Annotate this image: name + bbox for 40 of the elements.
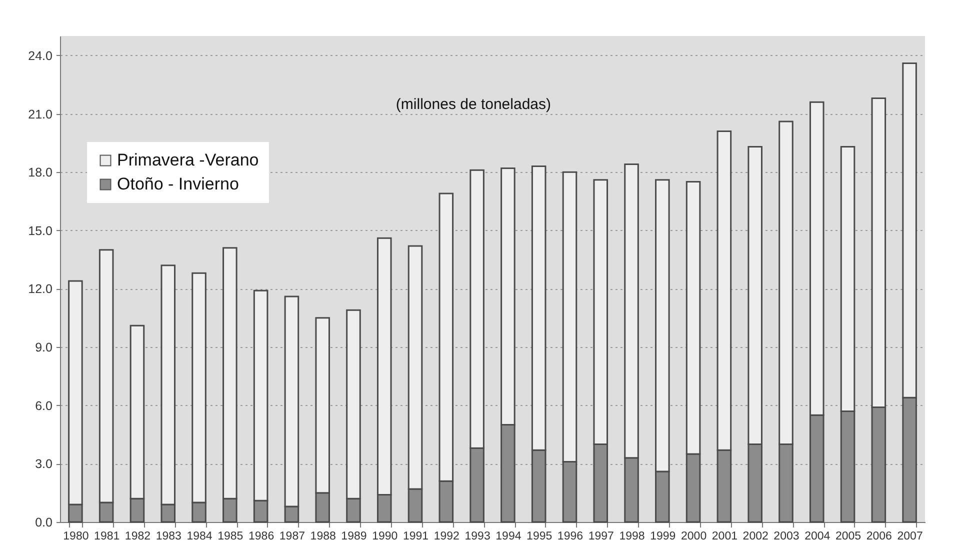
- x-tick-label: 1985: [218, 530, 244, 542]
- x-tick-label: 2006: [866, 530, 892, 542]
- x-tick-label: 1998: [619, 530, 645, 542]
- x-tick-label: 1993: [464, 530, 490, 542]
- y-tick-label: 9.0: [35, 340, 53, 355]
- y-tick-label: 0.0: [35, 516, 53, 530]
- x-tick-label: 2004: [804, 530, 831, 542]
- y-tick-label: 12.0: [28, 282, 53, 296]
- x-tick-label: 2007: [897, 530, 923, 542]
- x-tick-label: 2001: [712, 530, 738, 542]
- x-tick-label: 2000: [681, 530, 707, 542]
- x-tick-label: 1997: [588, 530, 614, 542]
- x-tick-label: 1991: [402, 530, 429, 542]
- x-tick-label: 1984: [186, 530, 213, 542]
- annotation: (millones de toneladas): [396, 96, 552, 113]
- y-tick-label: 3.0: [35, 457, 53, 472]
- x-tick-label: 1988: [310, 530, 336, 542]
- x-tick-label: 1983: [156, 530, 182, 542]
- x-tick-label: 1994: [496, 530, 522, 542]
- y-tick-label: 6.0: [35, 398, 53, 413]
- y-tick-label: 15.0: [28, 224, 53, 238]
- x-tick-label: 1980: [63, 530, 89, 542]
- x-tick-label: 2005: [835, 530, 862, 542]
- x-tick-label: 1986: [248, 530, 274, 542]
- x-tick-label: 1999: [650, 530, 676, 542]
- legend-label: Otoño - Invierno: [117, 174, 239, 194]
- y-tick-label: 21.0: [28, 107, 53, 122]
- x-tick-label: 1990: [372, 530, 398, 542]
- x-tick-label: 1995: [526, 530, 552, 542]
- legend-label: Primavera -Verano: [117, 150, 259, 170]
- x-tick-label: 1981: [94, 530, 120, 542]
- x-tick-label: 2003: [774, 530, 800, 542]
- x-tick-label: 1996: [557, 530, 584, 542]
- x-tick-label: 1992: [434, 530, 460, 542]
- x-tick-label: 2002: [742, 530, 768, 542]
- x-tick-label: 1987: [279, 530, 305, 542]
- y-tick-label: 24.0: [28, 48, 53, 63]
- x-tick-label: 1989: [341, 530, 367, 542]
- y-tick-label: 18.0: [28, 166, 53, 180]
- x-tick-label: 1982: [124, 530, 151, 542]
